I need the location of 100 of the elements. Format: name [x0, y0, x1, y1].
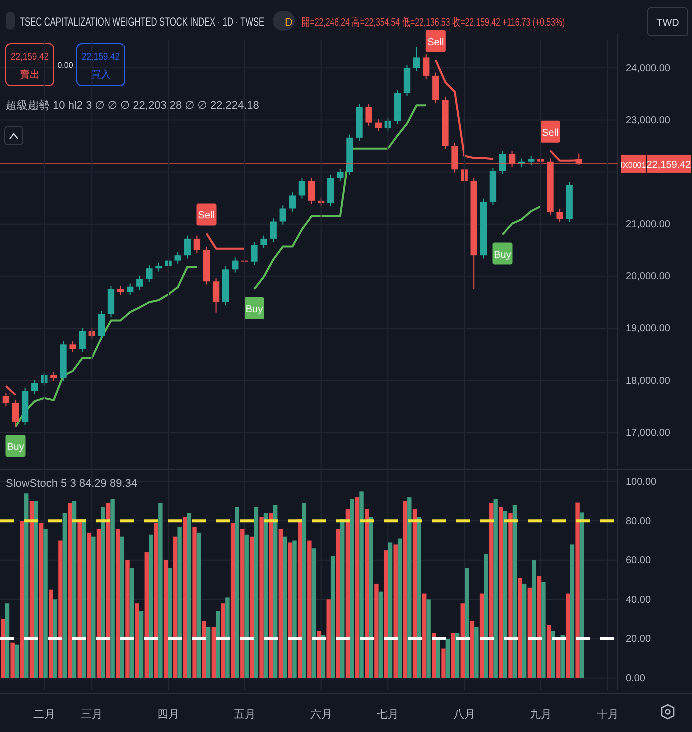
candlestick [251, 242, 258, 266]
bar [350, 500, 354, 678]
candlestick [423, 54, 430, 80]
y-tick-label: 20.00 [626, 634, 652, 646]
bar [221, 604, 226, 678]
y-tick-label: 24,000.00 [626, 63, 671, 74]
bar [546, 625, 552, 678]
bar [244, 534, 249, 678]
bar [14, 644, 20, 678]
bar [82, 519, 86, 678]
annotation: Sell [542, 128, 559, 139]
bar [269, 513, 274, 678]
bar [68, 503, 72, 678]
bar [183, 517, 188, 678]
bar [298, 519, 302, 678]
bar [494, 500, 498, 678]
annotation: 超級趨勢 10 hl2 3 ∅ ∅ ∅ 22,203.28 ∅ ∅ 22,224.18 [6, 99, 260, 112]
bar [426, 600, 431, 678]
bar [187, 513, 192, 678]
bar [53, 600, 58, 678]
bar [202, 621, 206, 678]
candlestick [70, 341, 76, 353]
bar [39, 523, 44, 678]
bar [512, 505, 518, 678]
bar [1, 619, 6, 678]
bar [432, 633, 436, 678]
bar [72, 501, 77, 678]
candlestick [194, 235, 201, 254]
bar [470, 621, 475, 678]
bar [24, 494, 29, 678]
bar [408, 498, 412, 678]
bar [570, 544, 575, 678]
annotation: 0.00 [58, 61, 74, 70]
chart-title: TSEC CAPITALIZATION WEIGHTED STOCK INDEX · 1D · TWSE [20, 16, 265, 30]
bar [398, 538, 402, 678]
candlestick [413, 46, 420, 72]
candlestick [556, 208, 564, 223]
annotation: 22,159.42 [82, 52, 126, 63]
candlestick [98, 310, 106, 340]
bar [308, 540, 312, 678]
candlestick [270, 218, 277, 243]
bar [580, 512, 584, 678]
candlestick [499, 150, 506, 175]
bar [484, 554, 488, 678]
candlestick [2, 392, 10, 408]
bar [436, 638, 440, 678]
bar [388, 542, 393, 678]
candlestick [375, 119, 382, 132]
y-tick-label: 18,000.00 [626, 376, 671, 387]
bar [542, 582, 546, 678]
text: D [285, 17, 294, 29]
candlestick [32, 380, 38, 395]
bar [403, 501, 408, 678]
y-tick-label: 60.00 [626, 556, 652, 567]
bar [212, 627, 216, 678]
bar [230, 523, 236, 678]
bar [49, 590, 54, 678]
bar [34, 501, 38, 678]
annotation: Buy [494, 250, 512, 261]
bar [499, 507, 504, 678]
bar [394, 544, 398, 678]
candlestick [337, 168, 344, 182]
bar [330, 556, 336, 678]
y-tick-label: 19,000.00 [626, 324, 671, 335]
bar [302, 503, 306, 678]
bar [417, 517, 422, 678]
bar [87, 532, 92, 678]
candlestick [79, 327, 86, 353]
candlestick [127, 283, 134, 296]
bar [44, 528, 48, 678]
bar [174, 536, 178, 678]
annotation: Buy [246, 304, 264, 316]
bar [384, 550, 388, 678]
bar [503, 511, 508, 678]
y-tick-label: 23,000.00 [626, 115, 671, 126]
bar [206, 627, 211, 678]
y-tick-label: 80.00 [626, 516, 652, 528]
bar [110, 500, 115, 678]
x-tick-label: 三月 [81, 708, 104, 721]
bar [346, 509, 350, 678]
bar [288, 542, 293, 678]
x-tick-label: 四月 [158, 708, 180, 721]
bar [149, 534, 154, 678]
bar [518, 578, 522, 678]
bar [336, 528, 341, 678]
bar [158, 503, 163, 678]
bar [292, 540, 297, 678]
bar [465, 568, 470, 678]
y-tick-label: 21,000.00 [626, 220, 671, 231]
x-tick-label: 二月 [33, 708, 56, 721]
bar [192, 527, 197, 678]
bar [446, 638, 450, 678]
bar [120, 536, 124, 678]
bar [576, 502, 580, 678]
bar [278, 528, 284, 678]
bar [92, 536, 96, 678]
candlestick [289, 192, 296, 212]
bar [235, 507, 240, 678]
bar [116, 528, 120, 678]
bar [168, 568, 172, 678]
